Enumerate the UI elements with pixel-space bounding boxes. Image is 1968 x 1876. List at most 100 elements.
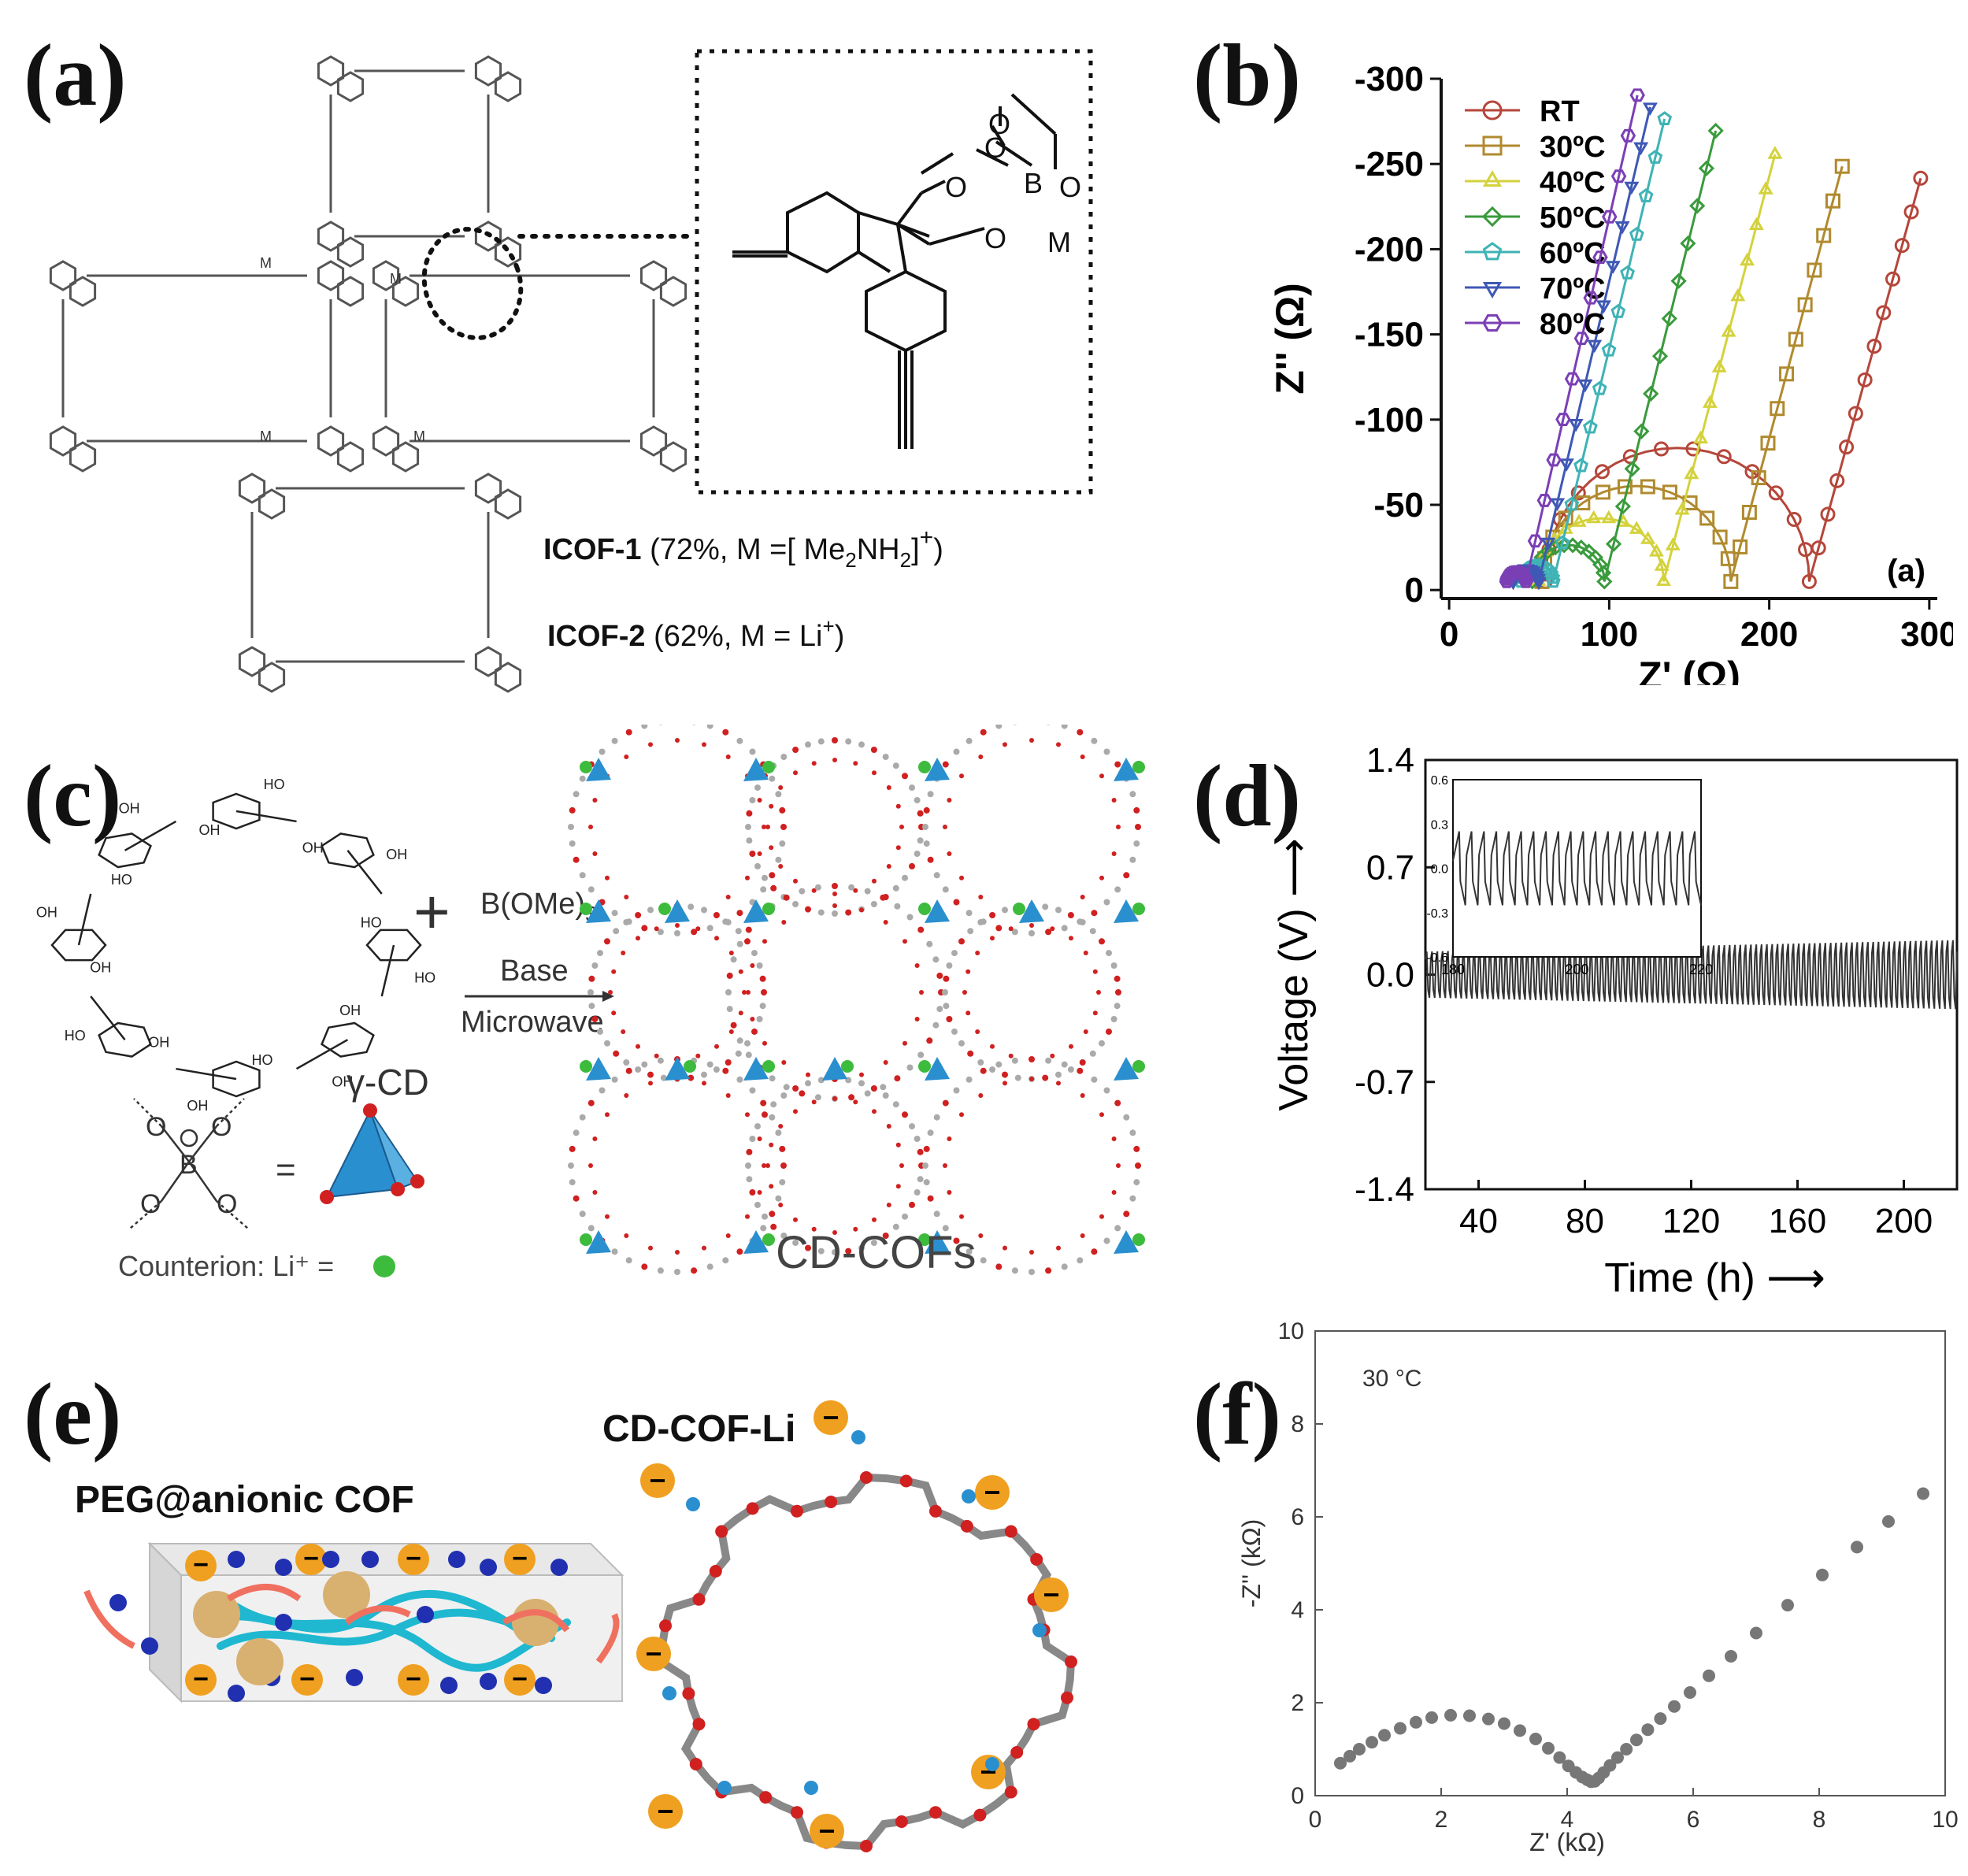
chart-f-y-tick-label: 0 <box>1291 1783 1304 1809</box>
lattice-atom <box>608 990 613 995</box>
reaction-arrowhead <box>602 991 614 1002</box>
chart-b-data-point <box>1661 310 1677 327</box>
lattice-atom <box>641 1263 648 1270</box>
lattice-atom <box>1111 851 1117 856</box>
glycosidic-link <box>77 893 92 946</box>
lattice-atom <box>858 1244 865 1251</box>
chart-b-data-point <box>1857 372 1873 387</box>
lattice-atom <box>587 886 595 893</box>
oxygen-atom <box>973 1808 987 1822</box>
chart-b-data-point <box>1739 252 1755 266</box>
chart-b-data-point <box>1779 366 1795 382</box>
chart-b-data-point <box>1629 88 1645 102</box>
lattice-atom <box>735 1050 742 1057</box>
icof2-name: ICOF-2 <box>547 620 646 653</box>
framework-ring <box>258 662 286 693</box>
lattice-atom <box>769 1075 776 1082</box>
lattice-atom <box>648 1245 653 1251</box>
lattice-atom <box>978 895 984 899</box>
chart-b-data-point <box>1730 287 1746 302</box>
lattice-atom <box>706 1263 713 1270</box>
icof1-sub-1: 2 <box>845 548 856 572</box>
lattice-atom <box>832 883 838 889</box>
li-counterion <box>580 761 592 773</box>
lattice-atom <box>780 1092 788 1099</box>
panel-d-chart: 40 80 120 160 200 -1.4 -0.7 0.0 0.7 1.4 Time (h) ⟶… <box>1271 741 1959 1301</box>
chart-d-y-label: Voltage (V) ⟶ <box>1271 838 1317 1110</box>
panel-label-c: (c) <box>24 747 122 845</box>
li-ion <box>417 1606 434 1623</box>
lattice-atom <box>1135 824 1141 830</box>
lattice-atom <box>754 784 761 792</box>
framework-ring <box>49 425 77 457</box>
chart-b-annotation: (a) <box>1887 554 1925 588</box>
chart-b-data-point <box>1614 498 1632 515</box>
lattice-atom <box>573 1195 580 1202</box>
lattice-atom <box>573 856 580 863</box>
li-counterion <box>1132 1233 1145 1246</box>
lattice-atom <box>597 950 603 957</box>
borate-b: B <box>180 1150 198 1180</box>
anion-site <box>1034 1578 1069 1612</box>
lattice-atom <box>1029 1077 1034 1081</box>
li-counterion <box>580 1060 592 1073</box>
chart-b-data-point <box>1707 122 1724 139</box>
lattice-atom <box>1045 1057 1052 1064</box>
lattice-atom <box>832 1230 837 1235</box>
lattice-atom <box>1092 969 1098 974</box>
reagent-bome3: B(OMe)3 <box>480 888 598 926</box>
counterion-m: M <box>1047 226 1071 258</box>
lattice-atom <box>895 803 901 809</box>
oxygen-atom <box>1010 1746 1024 1759</box>
chart-b-data-point <box>1834 158 1850 174</box>
lattice-atom <box>736 940 743 947</box>
chart-b-data-point <box>1848 406 1863 421</box>
atom-o-top: O <box>988 108 1010 140</box>
lattice-atom <box>895 1142 901 1147</box>
li-counterion <box>1013 903 1025 915</box>
lattice-atom <box>762 1111 768 1118</box>
anion-site <box>636 1637 671 1671</box>
lattice-atom <box>1028 930 1035 936</box>
lattice-atom <box>1079 1059 1086 1066</box>
lattice-atom <box>1116 1163 1121 1168</box>
lattice-atom <box>845 738 852 745</box>
lattice-atom <box>914 963 920 968</box>
anion-charge: − <box>984 1476 1000 1508</box>
equals-sign: = <box>276 1151 296 1189</box>
chart-f-x-tick-label: 10 <box>1932 1807 1958 1833</box>
chart-b-data-point <box>1810 540 1826 556</box>
lattice-atom <box>917 1051 925 1058</box>
chart-f-data-point <box>1353 1743 1366 1756</box>
lattice-atom <box>759 1003 766 1010</box>
lattice-atom <box>749 1136 756 1142</box>
chart-b-data-point <box>1693 430 1709 444</box>
li-ion-icon <box>373 1255 395 1277</box>
chart-b-data-point <box>1614 221 1630 235</box>
lattice-atom <box>769 803 774 809</box>
framework-ring <box>317 221 345 252</box>
framework-ring <box>336 276 365 307</box>
lattice-atom <box>978 1093 984 1098</box>
icof1-name: ICOF-1 <box>543 533 642 566</box>
hydroxyl-label: OH <box>119 800 140 816</box>
framework-ring <box>69 276 97 307</box>
borate-node <box>586 758 611 781</box>
lattice-atom <box>749 851 756 857</box>
lattice-atom <box>811 761 817 766</box>
chart-b-data-point <box>1517 570 1533 584</box>
lattice-atom <box>657 1267 664 1274</box>
oxygen-atom <box>895 1815 908 1828</box>
lattice-atom <box>760 1099 767 1107</box>
chart-d-inset-y-tick-label: 0.0 <box>1431 863 1448 877</box>
lattice-atom <box>779 1145 786 1152</box>
lattice-atom <box>793 1109 798 1114</box>
chart-f-data-point <box>1620 1743 1633 1756</box>
li-ion <box>275 1559 292 1576</box>
hydroxyl-label: HO <box>252 1052 273 1068</box>
lattice-atom <box>745 1214 750 1219</box>
li-ion <box>480 1559 497 1576</box>
lattice-atom <box>725 1093 731 1098</box>
lattice-atom <box>951 1028 958 1035</box>
chart-b-data-point <box>1633 423 1650 439</box>
